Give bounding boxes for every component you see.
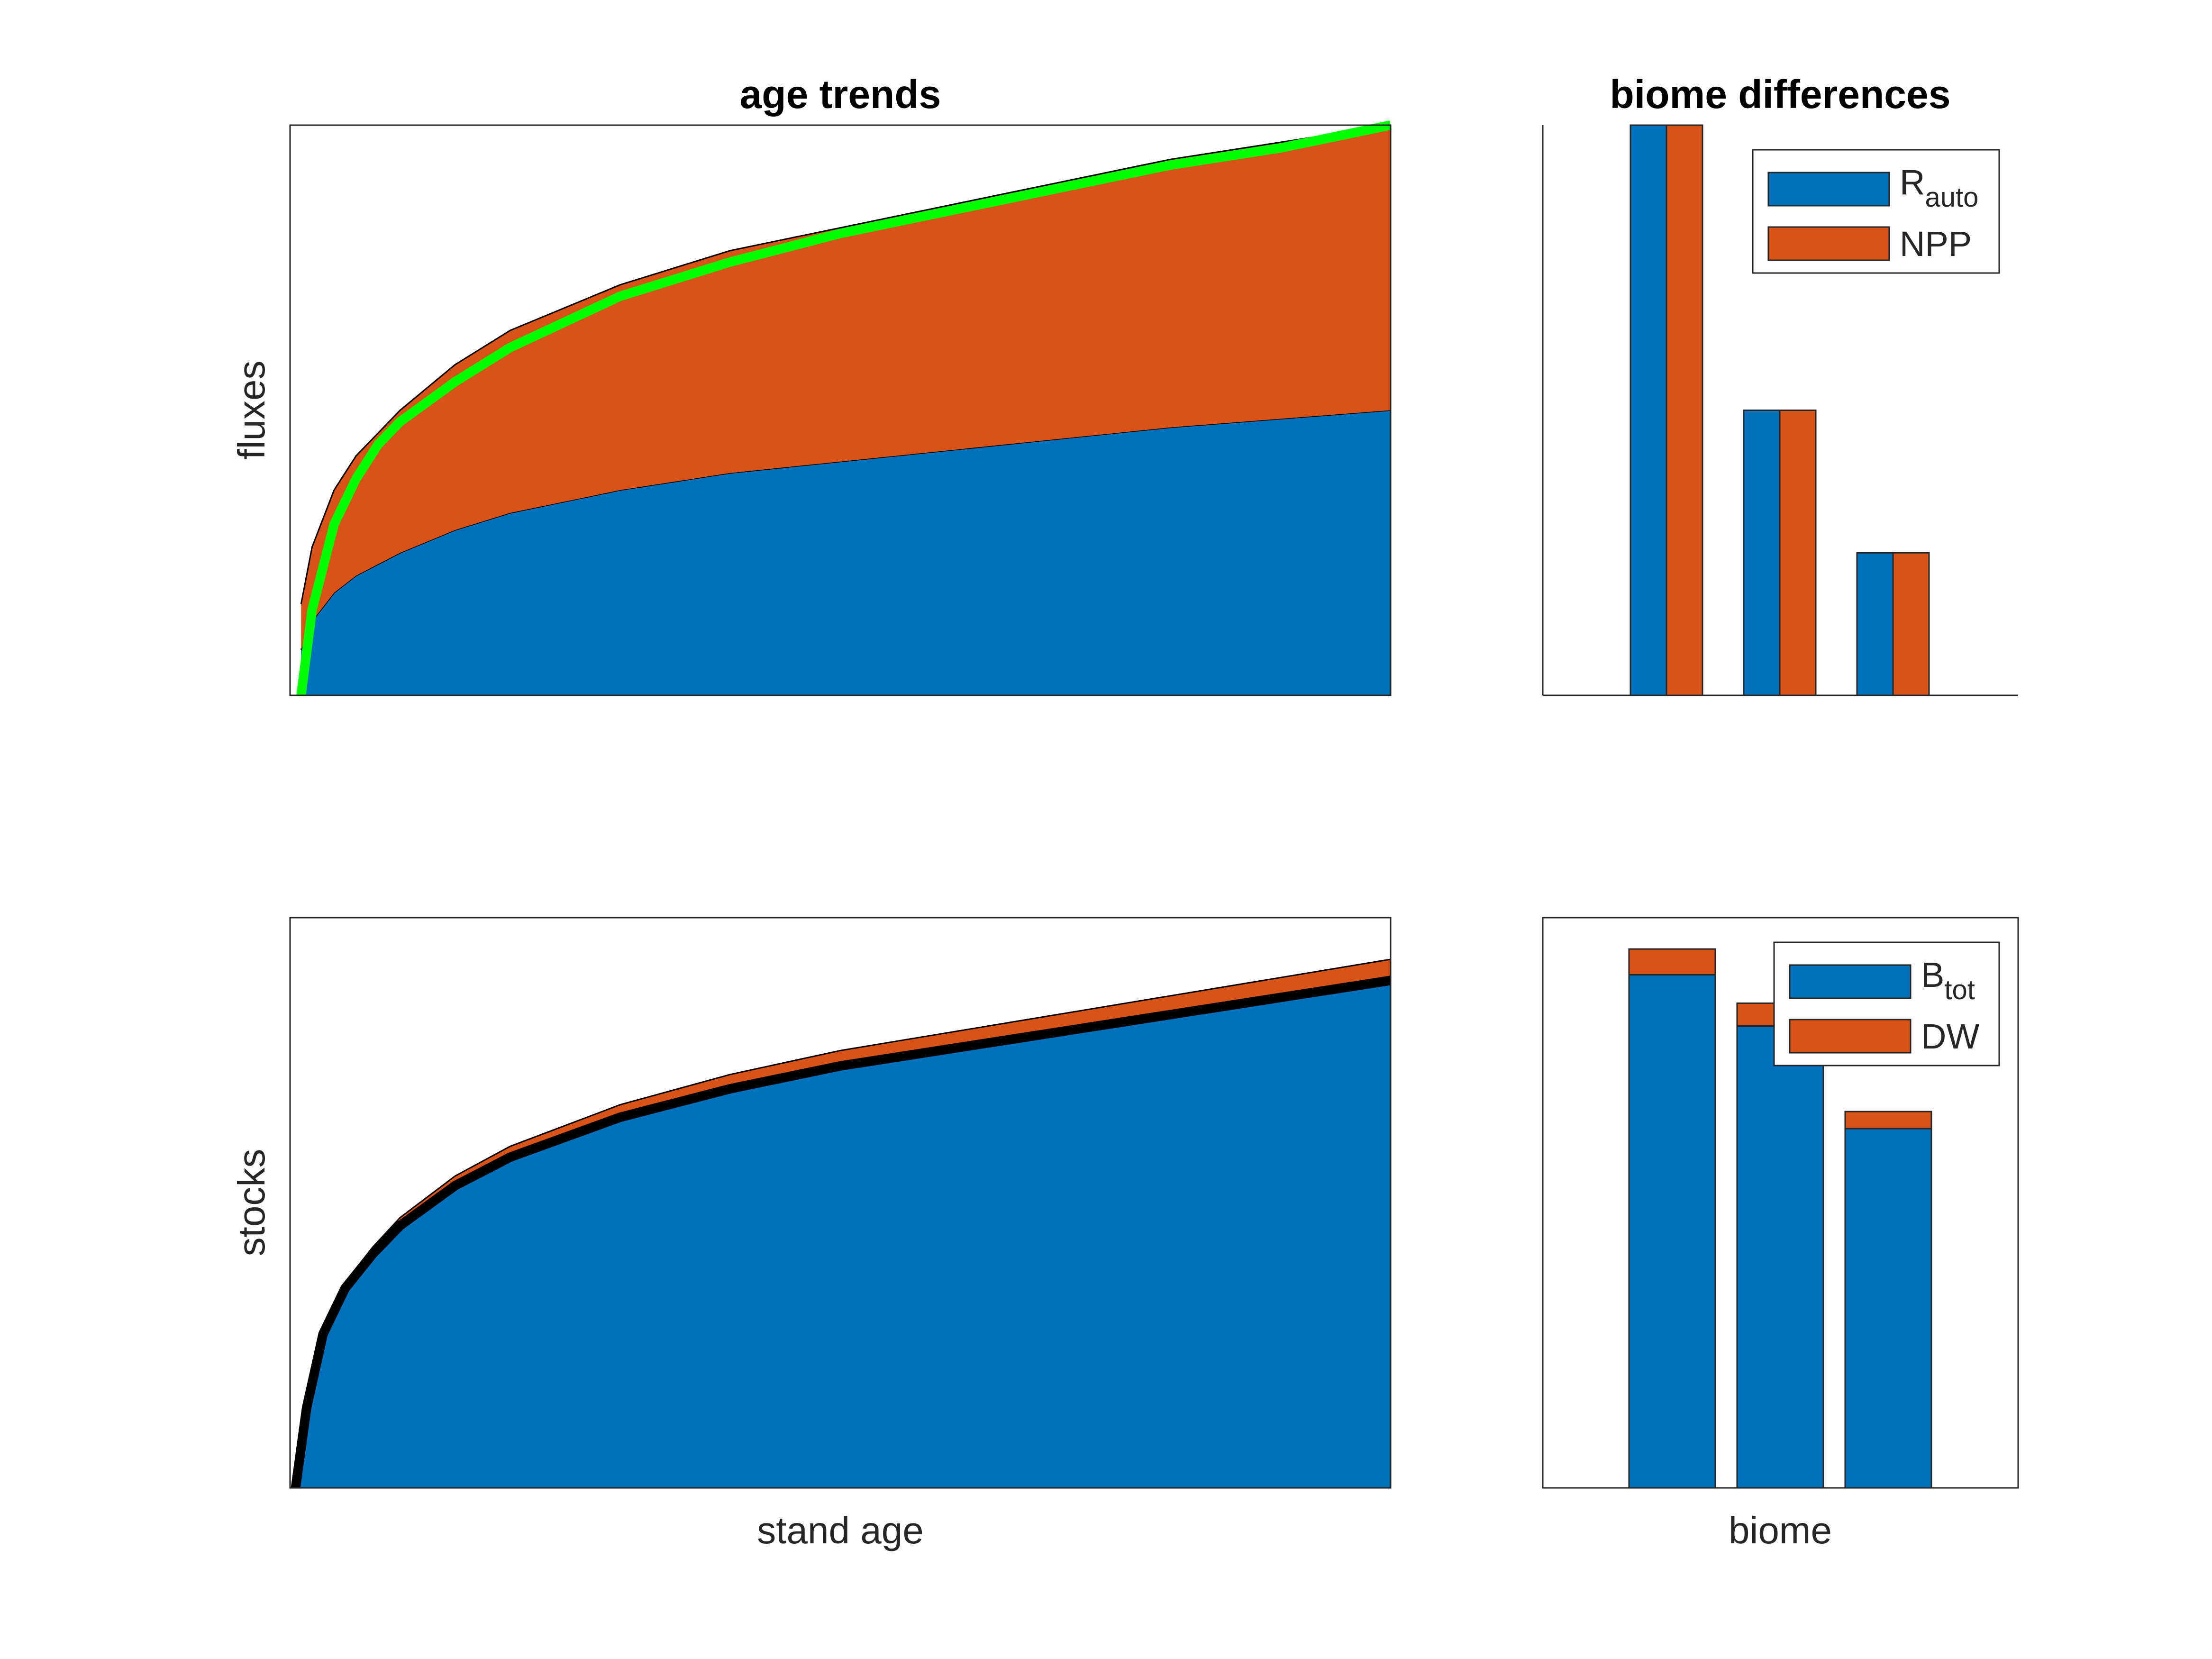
fluxes-area-layer [296, 120, 1392, 696]
flux-biomes-legend: Rauto NPP [1752, 149, 2000, 274]
flux-biomes-bar-2-Rauto [1856, 552, 1894, 696]
legend-label-btot: Btot [1921, 955, 1975, 1005]
stocks-area-0 [295, 980, 1391, 1488]
legend-swatch-npp [1767, 226, 1890, 261]
stock-biomes-bar-0-Btot [1628, 974, 1716, 1489]
legend-label-dw: DW [1921, 1017, 1979, 1056]
stocks-axes-box [289, 917, 1392, 1489]
flux-biomes-panel: biome differences Rauto NPP [1542, 72, 2018, 696]
stock-biomes-axes-box [1542, 917, 2019, 1489]
stocks-xlabel: stand age [757, 1509, 923, 1551]
stock-biomes-panel: biome Btot DW [1542, 917, 2019, 1551]
fluxes-area-0 [301, 410, 1391, 695]
fluxes-axes-box [289, 124, 1392, 696]
stocks-area-layer [291, 958, 1392, 1489]
fluxes-panel: age trends fluxes [230, 72, 1392, 696]
stock-biomes-bar-0-DW [1628, 948, 1716, 975]
stocks-total-line [291, 975, 1392, 1489]
legend-label-rauto: Rauto [1900, 163, 1978, 213]
legend-swatch-dw [1789, 1019, 1912, 1054]
stock-biomes-bar-1-Btot [1736, 1025, 1824, 1489]
flux-biomes-bar-0-NPP [1666, 124, 1703, 696]
legend-label-npp: NPP [1900, 224, 1972, 264]
flux-biomes-bar-1-NPP [1779, 410, 1817, 696]
flux-biomes-bar-0-Rauto [1629, 124, 1667, 696]
stock-biomes-bar-layer [1628, 948, 1932, 1489]
fluxes-total-line [296, 120, 1392, 696]
stock-biomes-xlabel: biome [1729, 1509, 1832, 1551]
flux-biomes-bar-1-Rauto [1743, 410, 1781, 696]
fluxes-area-edge-1 [300, 124, 1391, 604]
flux-biomes-title: biome differences [1610, 72, 1951, 117]
flux-biomes-bar-2-NPP [1892, 552, 1930, 696]
stock-biomes-bar-2-DW [1844, 1111, 1932, 1130]
stocks-panel: stocks stand age [230, 917, 1392, 1551]
stocks-ylabel: stocks [230, 1149, 273, 1257]
legend-swatch-rauto [1767, 172, 1890, 207]
fluxes-area-1 [301, 125, 1391, 650]
legend-swatch-btot [1789, 964, 1912, 999]
fluxes-title: age trends [740, 72, 941, 117]
fluxes-ylabel: fluxes [230, 361, 273, 460]
stock-biomes-bar-2-Btot [1844, 1128, 1932, 1489]
flux-biomes-bar-layer [1629, 124, 1930, 696]
stock-biomes-legend: Btot DW [1773, 941, 2000, 1066]
